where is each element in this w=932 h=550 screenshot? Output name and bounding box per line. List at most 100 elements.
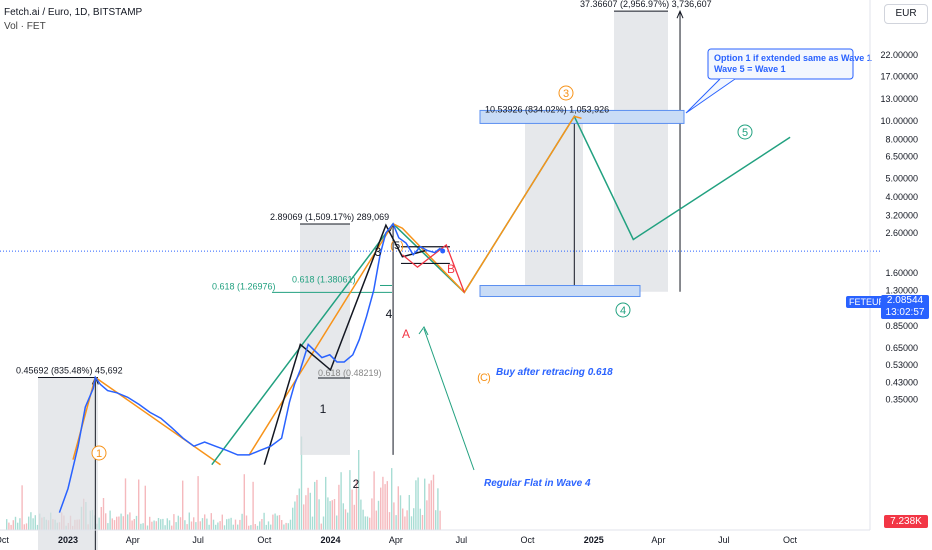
volume-bar — [338, 484, 340, 530]
last-price-tag: 2.08544 13:02:57 — [881, 295, 929, 319]
volume-bar — [417, 477, 419, 530]
volume-bar — [248, 525, 250, 530]
volume-bar — [175, 522, 177, 530]
currency-button[interactable]: EUR — [884, 4, 928, 24]
y-tick-label: 3.20000 — [885, 211, 918, 221]
volume-bar — [287, 523, 289, 530]
wave-label-paren-right: ) — [400, 240, 404, 252]
volume-bar — [215, 524, 217, 530]
volume-bar — [404, 516, 406, 530]
price-series — [58, 222, 446, 513]
volume-bar — [388, 512, 391, 530]
volume-bar — [25, 523, 28, 530]
volume-bar — [267, 521, 270, 530]
volume-bar — [274, 513, 276, 530]
volume-bar — [408, 495, 410, 530]
wave-circle — [91, 445, 107, 461]
chart-title: Fetch.ai / Euro, 1D, BITSTAMP — [4, 7, 143, 18]
volume-bar — [435, 510, 437, 530]
volume-bar — [221, 514, 223, 530]
volume-bar — [118, 516, 120, 530]
x-tick-label: 2025 — [584, 535, 604, 545]
volume-bar — [21, 485, 23, 530]
volume-bar — [391, 468, 393, 530]
volume-bar — [289, 519, 292, 530]
y-tick-label: 13.00000 — [880, 94, 918, 104]
volume-bar — [23, 524, 25, 530]
wave-circle — [737, 124, 753, 140]
volume-bar — [188, 512, 190, 530]
volume-bar — [166, 518, 168, 530]
volume-bar — [351, 489, 353, 530]
volume-bar — [263, 512, 265, 530]
volume-bar — [406, 510, 408, 530]
callout-box — [707, 48, 854, 80]
volume-bar — [129, 512, 131, 530]
buy-zone — [479, 285, 641, 298]
volume-bar — [355, 480, 358, 530]
volume-bar — [285, 522, 287, 530]
volume-bar — [307, 487, 309, 530]
volume-bar — [162, 518, 164, 530]
volume-bar — [424, 478, 426, 530]
volume-bar — [377, 500, 380, 530]
volume-bar — [331, 500, 333, 530]
volume-bar — [430, 480, 432, 530]
volume-bar — [228, 518, 230, 530]
volume-bar — [208, 524, 210, 530]
y-tick-label: 0.53000 — [885, 360, 918, 370]
volume-bar — [206, 518, 208, 530]
volume-bar — [340, 472, 342, 530]
wave-label: 4 — [620, 305, 626, 317]
y-tick-label: 2.60000 — [885, 228, 918, 238]
wave-label: B — [447, 262, 455, 276]
volume-bar — [316, 479, 318, 530]
wave-label-paren-right: ) — [487, 372, 491, 384]
volume-bar — [34, 515, 36, 530]
y-tick-label: 17.00000 — [880, 72, 918, 82]
y-tick-label: 1.60000 — [885, 268, 918, 278]
x-tick-label: 2023 — [58, 535, 78, 545]
last-price-value: 2.08544 — [886, 295, 924, 306]
volume-bar — [100, 507, 102, 530]
x-tick-label: Oct — [783, 535, 798, 545]
volume-bar — [309, 492, 311, 530]
volume-bar — [140, 523, 142, 530]
volume-bar — [410, 516, 413, 530]
volume-bar — [173, 514, 175, 530]
volume-bar — [153, 520, 155, 530]
measure-boxes — [38, 9, 684, 550]
wave-label: 1 — [320, 402, 327, 416]
wave-label: A — [402, 327, 410, 341]
volume-bar — [373, 471, 375, 530]
volume-bar — [151, 521, 153, 530]
measure-arrow-head — [676, 9, 684, 19]
wave-lines — [0, 114, 880, 466]
volume-bar — [102, 498, 105, 530]
volume-bar — [437, 488, 439, 530]
wave-label: 1 — [96, 448, 102, 460]
y-tick-label: 5.00000 — [885, 173, 918, 183]
volume-bar — [327, 497, 329, 530]
volume-bar — [360, 499, 362, 530]
volume-bar — [421, 515, 424, 530]
volume-bar — [243, 474, 245, 530]
y-tick-label: 0.43000 — [885, 377, 918, 387]
wave-label: 4 — [386, 307, 393, 321]
volume-bar — [344, 509, 347, 530]
volume-bar — [17, 522, 19, 530]
volume-bar — [186, 524, 188, 530]
volume-bar — [32, 518, 34, 530]
volume-bar — [122, 516, 124, 530]
volume-bar — [193, 517, 195, 530]
x-tick-label: Apr — [126, 535, 140, 545]
bar-countdown: 13:02:57 — [885, 307, 925, 318]
measure-box — [525, 116, 583, 292]
volume-bar — [395, 515, 397, 530]
callout-line-1: Option 1 if extended same as Wave 1 — [714, 53, 872, 63]
volume-bar — [353, 504, 355, 530]
x-tick-label: Oct — [521, 535, 536, 545]
volume-bar — [124, 478, 127, 530]
y-tick-label: 22.00000 — [880, 50, 918, 60]
